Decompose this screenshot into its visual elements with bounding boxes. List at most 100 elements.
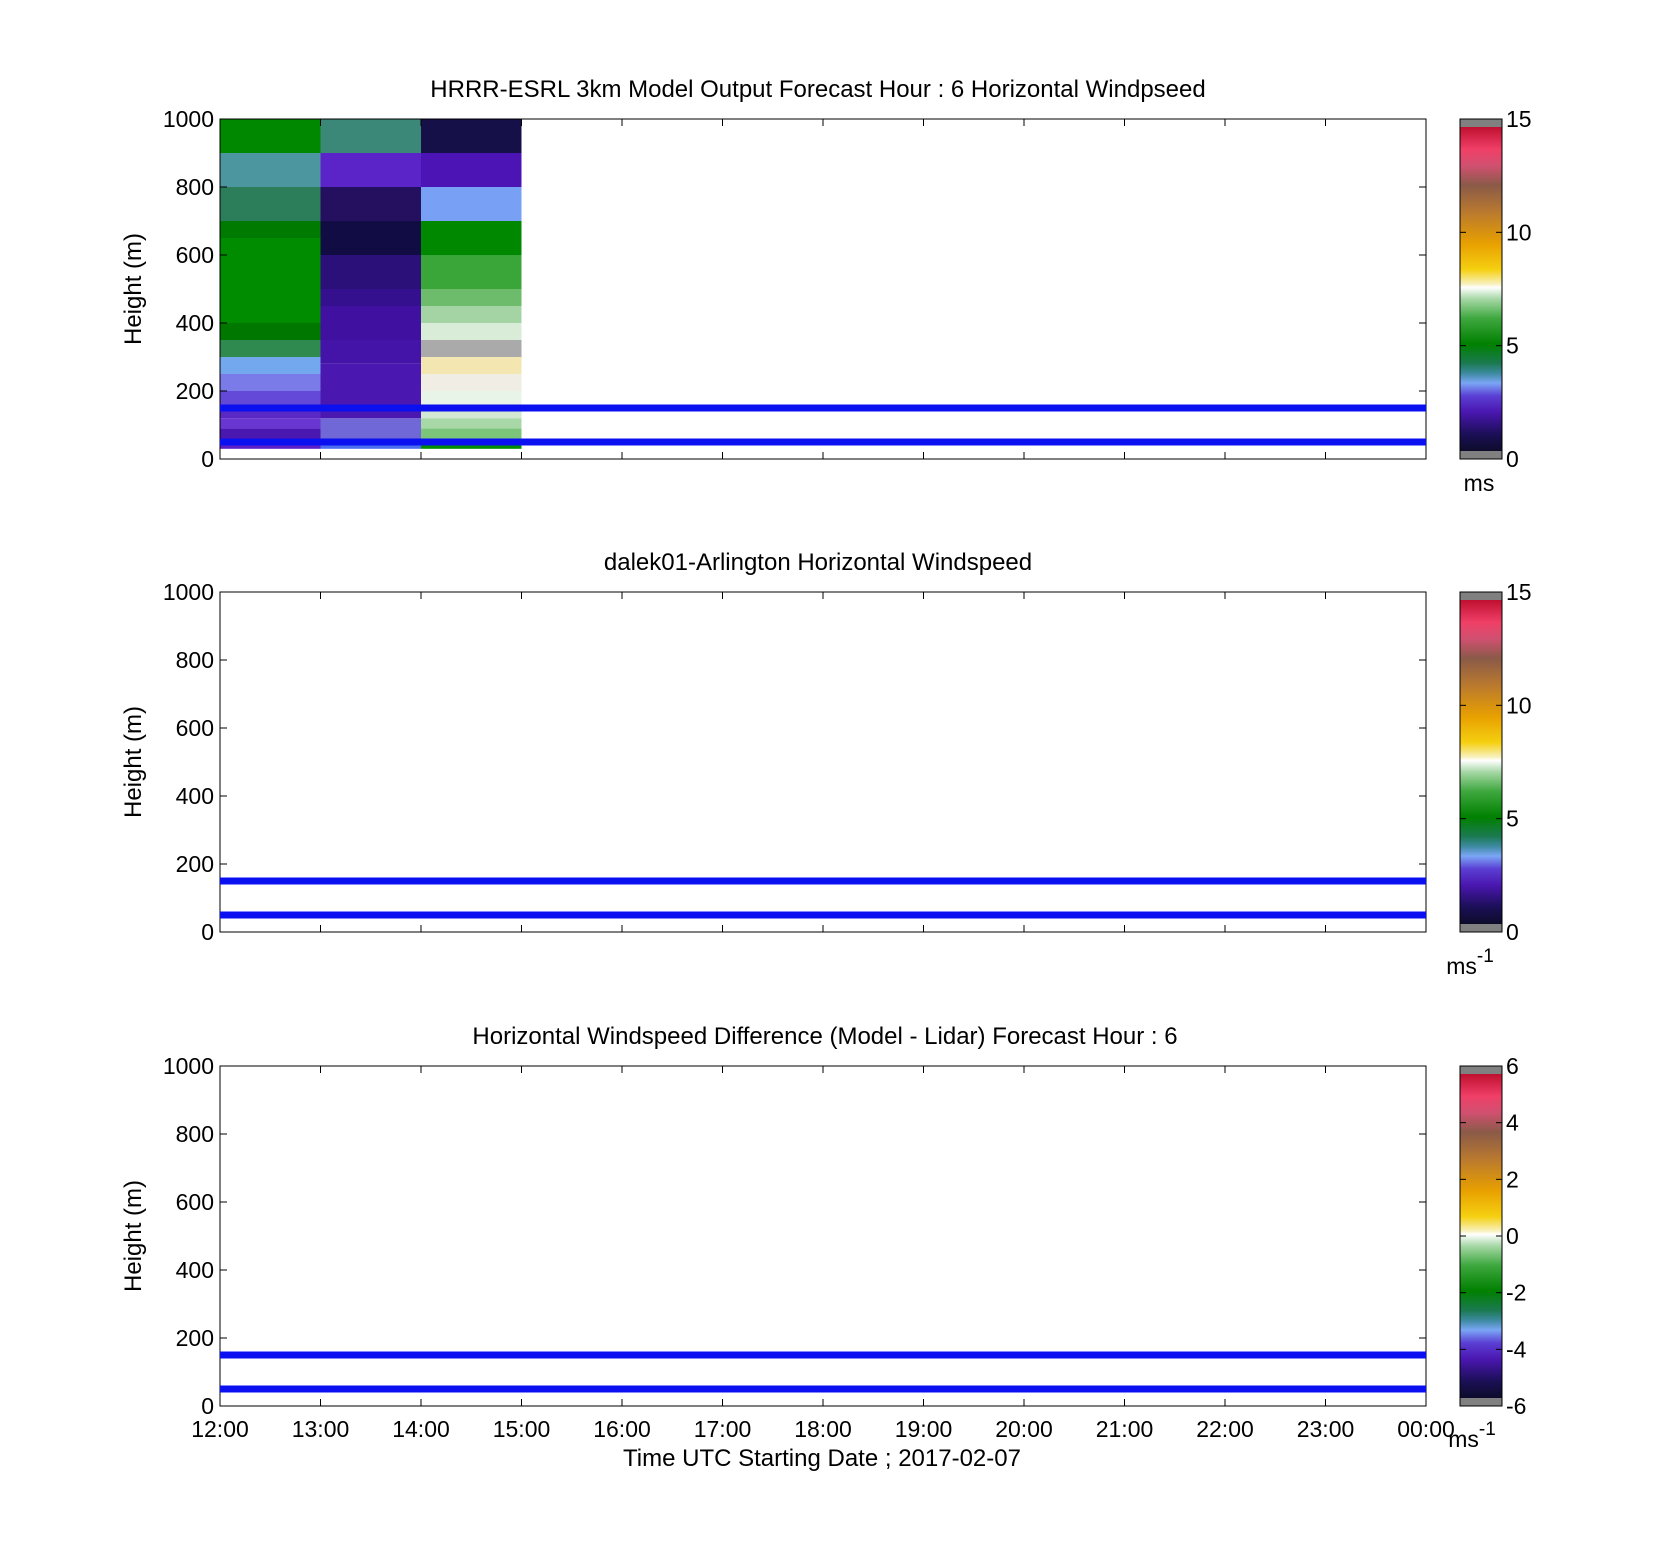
x-tick-label: 20:00 [995,1416,1053,1442]
colorbar-top-cap-difference [1460,1066,1502,1074]
x-tick-label: 16:00 [593,1416,651,1442]
colorbar-model: 0 5 10 15 ms [1459,106,1532,496]
panel-title-difference: Horizontal Windspeed Difference (Model -… [472,1023,1177,1050]
heatmap-cell [220,357,321,374]
y-axis-model: 0 200 400 600 800 1000 [163,106,1426,472]
colorbar-frame-lidar [1459,591,1503,933]
colorbar-top-cap-lidar [1460,592,1502,600]
colorbar-tick-label: 6 [1506,1053,1519,1079]
colorbar-unit-sup-difference: -1 [1479,1419,1496,1440]
colorbar-ticks-difference: -6 -4 -2 0 2 4 6 [1460,1053,1527,1419]
colorbar-tick-label: 5 [1506,806,1519,832]
colorbar-unit-text-lidar: ms [1446,953,1477,979]
x-ticks-lidar [219,592,1427,932]
panel-difference: Horizontal Windspeed Difference (Model -… [120,1023,1527,1472]
panel-model: HRRR-ESRL 3km Model Output Forecast Hour… [120,76,1532,496]
heatmap-cell [320,306,421,340]
heatmap-cell [220,221,321,238]
y-tick-label: 600 [176,1189,214,1215]
y-tick-label: 1000 [163,106,214,132]
x-tick-label: 23:00 [1297,1416,1355,1442]
y-axis-difference: 0 200 400 600 800 1000 [163,1053,1426,1419]
heatmap-cell [220,323,321,340]
heatmap-cell [421,255,522,289]
y-tick-label: 0 [201,446,214,472]
heatmap-cells-model [220,119,522,449]
reference-lines-difference [220,1351,1426,1393]
heatmap-cell [220,238,321,323]
heatmap-cell [421,289,522,306]
heatmap-cell [421,119,522,153]
heatmap-cell [220,187,321,221]
colorbar-tick-label: 4 [1506,1110,1519,1136]
y-tick-label: 800 [176,174,214,200]
y-axis-lidar: 0 200 400 600 800 1000 [163,579,1426,945]
heatmap-cell [320,289,421,306]
x-tick-label: 18:00 [794,1416,852,1442]
colorbar-frame-model [1459,118,1503,460]
y-tick-label: 400 [176,1257,214,1283]
y-tick-label: 200 [176,378,214,404]
y-tick-label: 400 [176,310,214,336]
colorbar-bottom-cap-model [1460,451,1502,459]
y-axis-label-model: Height (m) [120,233,147,345]
reference-lines-model [220,404,1426,446]
heatmap-cell [220,418,321,429]
heatmap-cell [320,187,421,221]
colorbar-unit-lidar: ms-1 [1446,946,1494,979]
colorbar-difference: -6 -4 -2 0 2 4 6 ms-1 [1448,1053,1526,1452]
panel-title-model: HRRR-ESRL 3km Model Output Forecast Hour… [430,76,1205,103]
x-tick-label: 21:00 [1096,1416,1154,1442]
heatmap-cell [421,153,522,187]
y-tick-label: 1000 [163,1053,214,1079]
heatmap-cell [320,340,421,364]
panel-lidar: dalek01-Arlington Horizontal Windspeed 0… [120,549,1532,979]
colorbar-tick-label: -4 [1506,1336,1527,1362]
x-tick-labels: 12:00 13:00 14:00 15:00 16:00 17:00 18:00 19:00… [191,1416,1455,1442]
x-tick-label: 19:00 [895,1416,953,1442]
heatmap-cell [421,408,522,419]
colorbar-unit-sup-lidar: -1 [1477,946,1494,967]
y-tick-label: 200 [176,1325,214,1351]
x-tick-label: 00:00 [1397,1416,1455,1442]
y-tick-label: 600 [176,242,214,268]
heatmap-cell [421,428,522,439]
heatmap-cell [320,255,421,289]
colorbar-tick-label: 10 [1506,219,1532,245]
x-ticks-difference [219,1066,1427,1406]
colorbar-tick-label: -6 [1506,1393,1526,1419]
heatmap-cell [220,374,321,391]
panel-title-lidar: dalek01-Arlington Horizontal Windspeed [604,549,1032,576]
colorbar-tick-label: 0 [1506,446,1519,472]
heatmap-cell [421,374,522,391]
y-axis-label-difference: Height (m) [120,1180,147,1292]
x-axis-label: Time UTC Starting Date ; 2017-02-07 [623,1445,1021,1472]
x-tick-label: 17:00 [694,1416,752,1442]
colorbar-tick-label: 2 [1506,1166,1519,1192]
colorbar-bottom-cap-lidar [1460,924,1502,932]
x-tick-label: 13:00 [292,1416,350,1442]
heatmap-cell [421,357,522,374]
colorbar-ticks-model: 0 5 10 15 [1460,106,1532,472]
heatmap-cell [421,306,522,323]
y-tick-label: 800 [176,647,214,673]
x-tick-label: 15:00 [493,1416,551,1442]
colorbar-tick-label: 10 [1506,692,1532,718]
heatmap-cell [421,391,522,408]
y-tick-label: 0 [201,919,214,945]
y-tick-label: 400 [176,783,214,809]
x-tick-label: 12:00 [191,1416,249,1442]
colorbar-top-cap-model [1460,119,1502,127]
heatmap-cell [320,119,421,153]
heatmap-cell [421,340,522,357]
reference-lines-lidar [220,877,1426,919]
y-tick-label: 600 [176,715,214,741]
colorbar-gradient-lidar [1460,600,1502,924]
x-tick-label: 22:00 [1196,1416,1254,1442]
colorbar-unit-text-difference: ms [1448,1426,1479,1452]
colorbar-lidar: 0 5 10 15 ms-1 [1446,579,1531,979]
y-tick-label: 800 [176,1121,214,1147]
heatmap-cell [421,418,522,429]
heatmap-cell [220,153,321,187]
colorbar-gradient-difference [1460,1074,1502,1398]
